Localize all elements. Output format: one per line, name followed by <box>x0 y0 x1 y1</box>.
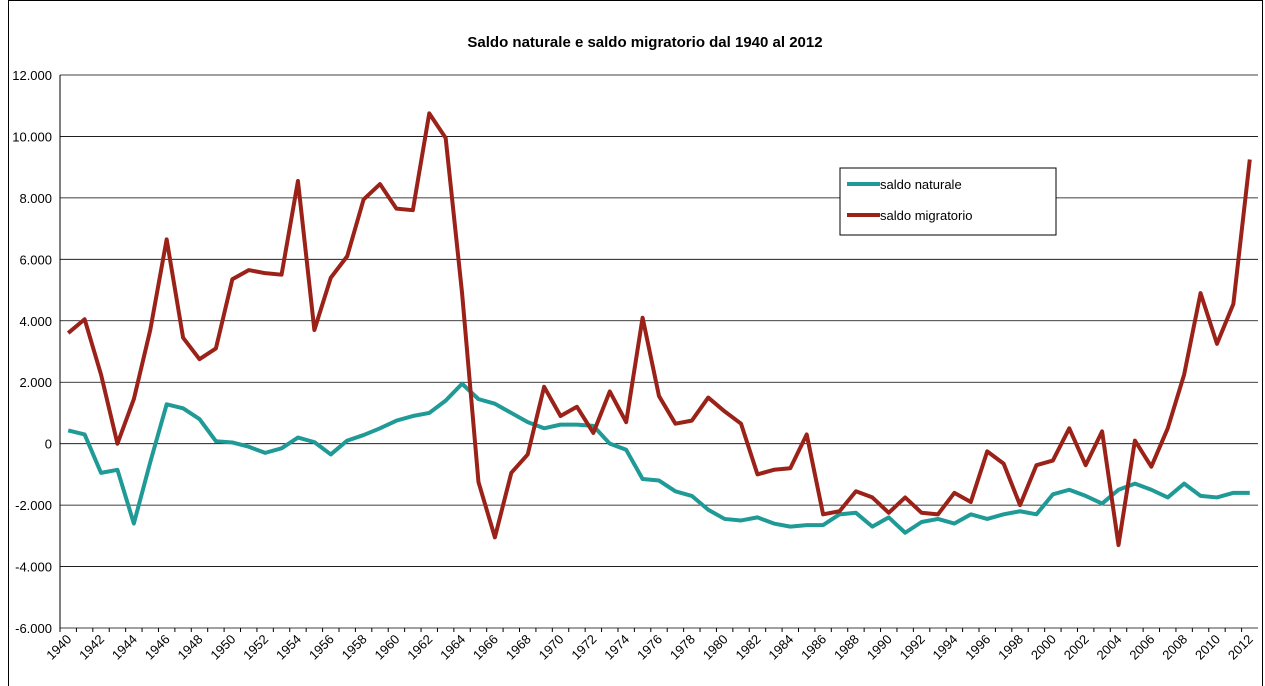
y-tick-label: -6.000 <box>15 621 52 636</box>
legend-label: saldo naturale <box>880 177 962 192</box>
y-tick-label: 2.000 <box>19 375 52 390</box>
series-line <box>66 111 1252 548</box>
y-tick-label: 0 <box>45 437 52 452</box>
y-tick-label: 8.000 <box>19 191 52 206</box>
y-tick-label: 10.000 <box>12 129 52 144</box>
y-tick-label: -2.000 <box>15 498 52 513</box>
y-tick-label: -4.000 <box>15 560 52 575</box>
chart-border <box>8 0 1263 686</box>
y-tick-label: 6.000 <box>19 252 52 267</box>
y-tick-label: 4.000 <box>19 314 52 329</box>
series-line <box>67 381 1250 535</box>
legend-box <box>839 167 1057 236</box>
legend-label: saldo migratorio <box>880 208 973 223</box>
y-tick-label: 12.000 <box>12 68 52 83</box>
chart-title: Saldo naturale e saldo migratorio dal 19… <box>467 34 822 51</box>
